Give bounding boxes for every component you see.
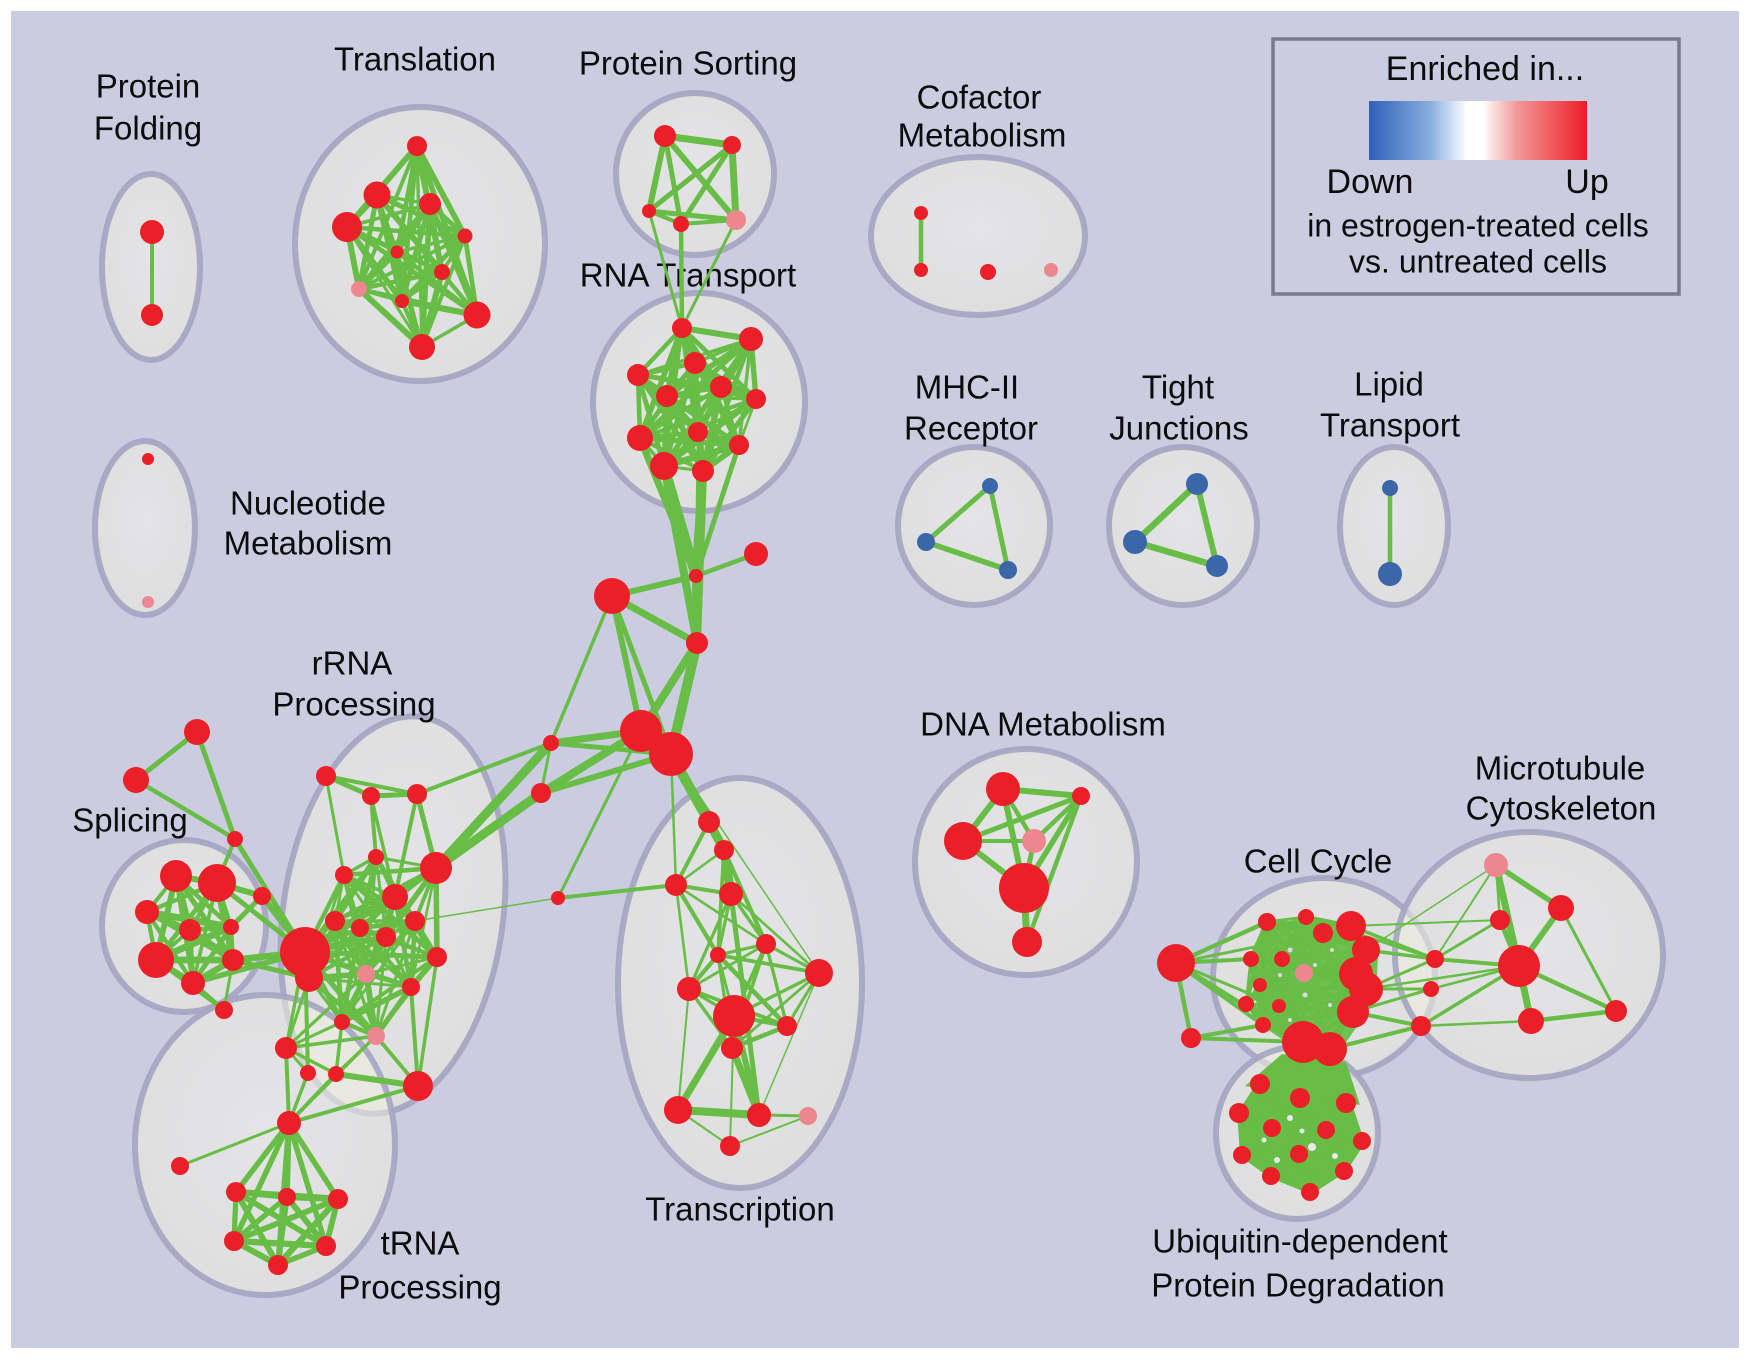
svg-text:Processing: Processing	[272, 686, 435, 723]
svg-text:rRNA: rRNA	[312, 645, 393, 682]
svg-text:Nucleotide: Nucleotide	[230, 485, 386, 522]
svg-text:Protein Sorting: Protein Sorting	[579, 45, 797, 82]
svg-text:Protein: Protein	[96, 68, 201, 105]
svg-text:DNA Metabolism: DNA Metabolism	[920, 706, 1166, 743]
svg-text:Transcription: Transcription	[645, 1191, 835, 1228]
svg-text:Ubiquitin-dependent: Ubiquitin-dependent	[1152, 1223, 1447, 1260]
svg-text:Up: Up	[1565, 163, 1608, 201]
svg-text:MHC-II: MHC-II	[915, 369, 1019, 406]
svg-text:Down: Down	[1327, 163, 1414, 201]
svg-text:Transport: Transport	[1320, 407, 1460, 444]
svg-text:Cell Cycle: Cell Cycle	[1244, 843, 1393, 880]
svg-text:Receptor: Receptor	[904, 410, 1038, 447]
svg-text:tRNA: tRNA	[381, 1225, 460, 1262]
svg-text:RNA Transport: RNA Transport	[580, 257, 796, 294]
svg-text:Cytoskeleton: Cytoskeleton	[1466, 790, 1657, 827]
svg-text:Processing: Processing	[338, 1269, 501, 1306]
svg-text:Protein Degradation: Protein Degradation	[1151, 1267, 1445, 1304]
svg-text:Metabolism: Metabolism	[224, 525, 393, 562]
svg-text:Splicing: Splicing	[72, 802, 188, 839]
svg-text:in estrogen-treated cells: in estrogen-treated cells	[1307, 207, 1649, 243]
svg-text:vs. untreated cells: vs. untreated cells	[1349, 243, 1607, 279]
svg-text:Tight: Tight	[1142, 369, 1214, 406]
svg-text:Junctions: Junctions	[1109, 410, 1248, 447]
svg-text:Lipid: Lipid	[1354, 366, 1424, 403]
svg-text:Translation: Translation	[334, 41, 496, 78]
svg-text:Cofactor: Cofactor	[917, 79, 1042, 116]
svg-text:Metabolism: Metabolism	[898, 117, 1067, 154]
svg-text:Folding: Folding	[94, 110, 202, 147]
svg-text:Microtubule: Microtubule	[1475, 750, 1646, 787]
svg-text:Enriched in...: Enriched in...	[1386, 50, 1584, 88]
